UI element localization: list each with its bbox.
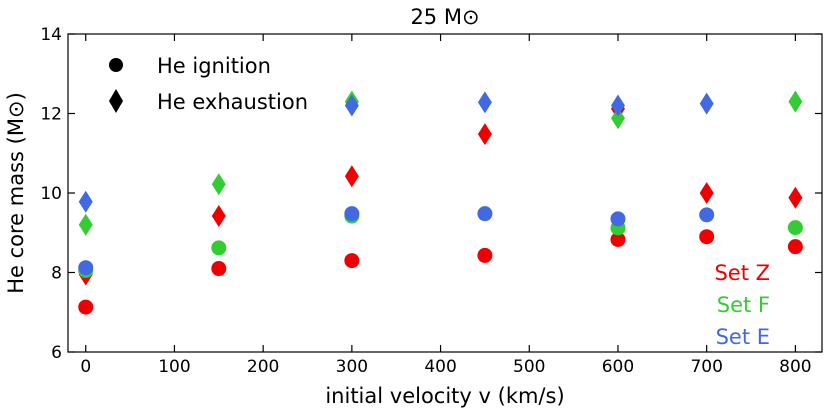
chart-title: 25 M⊙ — [410, 5, 479, 29]
set-f-ignition-point — [211, 240, 227, 256]
set-f-exhaustion-point — [78, 213, 93, 236]
set-e-ignition-point — [699, 207, 715, 223]
legend-label-exhaustion: He exhaustion — [157, 90, 308, 114]
y-tick-label: 14 — [40, 25, 62, 45]
set-z-ignition-point — [477, 247, 493, 263]
set-e-exhaustion-point — [610, 94, 625, 117]
set-f-exhaustion-point — [788, 90, 803, 113]
set-label-e: Set E — [716, 325, 770, 349]
set-z-ignition-point — [610, 232, 626, 248]
y-axis-label: He core mass (M⊙) — [4, 92, 28, 294]
set-e-exhaustion-point — [699, 92, 714, 115]
set-z-exhaustion-point — [477, 123, 492, 146]
x-tick-label: 800 — [779, 357, 811, 377]
legend: He ignition He exhaustion — [109, 54, 308, 114]
x-tick-label: 700 — [690, 357, 722, 377]
set-z-exhaustion-point — [211, 205, 226, 228]
set-z-ignition-point — [78, 299, 94, 315]
set-z-ignition-point — [787, 239, 803, 255]
set-e-ignition-point — [610, 211, 626, 227]
set-e-ignition-point — [78, 260, 94, 276]
set-z-ignition-point — [344, 253, 360, 269]
set-z-exhaustion-point — [344, 165, 359, 188]
x-tick-label: 0 — [80, 357, 91, 377]
set-e-exhaustion-point — [477, 91, 492, 114]
set-e-exhaustion-point — [78, 190, 93, 213]
x-tick-label: 500 — [513, 357, 545, 377]
set-f-ignition-point — [787, 220, 803, 236]
y-tick-label: 12 — [40, 105, 62, 125]
set-f-exhaustion-point — [211, 173, 226, 196]
x-tick-label: 400 — [424, 357, 456, 377]
x-tick-label: 600 — [602, 357, 634, 377]
set-z-ignition-point — [699, 229, 715, 245]
set-e-exhaustion-point — [344, 94, 359, 117]
legend-marker-diamond — [109, 89, 123, 113]
set-e-ignition-point — [344, 206, 360, 222]
y-tick-label: 10 — [40, 184, 62, 204]
x-tick-label: 200 — [247, 357, 279, 377]
set-z-ignition-point — [211, 261, 227, 277]
set-label-z: Set Z — [714, 261, 770, 285]
x-tick-label: 300 — [336, 357, 368, 377]
x-tick-label: 100 — [158, 357, 190, 377]
set-z-exhaustion-point — [788, 186, 803, 209]
set-label-f: Set F — [717, 293, 770, 317]
legend-marker-circle — [109, 58, 123, 72]
y-tick-label: 8 — [51, 264, 62, 284]
legend-label-ignition: He ignition — [157, 54, 271, 78]
set-e-ignition-point — [477, 206, 493, 222]
set-z-exhaustion-point — [699, 182, 714, 204]
y-tick-label: 6 — [51, 343, 62, 363]
x-axis-label: initial velocity v (km/s) — [325, 384, 564, 408]
set-f-exhaustion-point — [610, 107, 625, 130]
